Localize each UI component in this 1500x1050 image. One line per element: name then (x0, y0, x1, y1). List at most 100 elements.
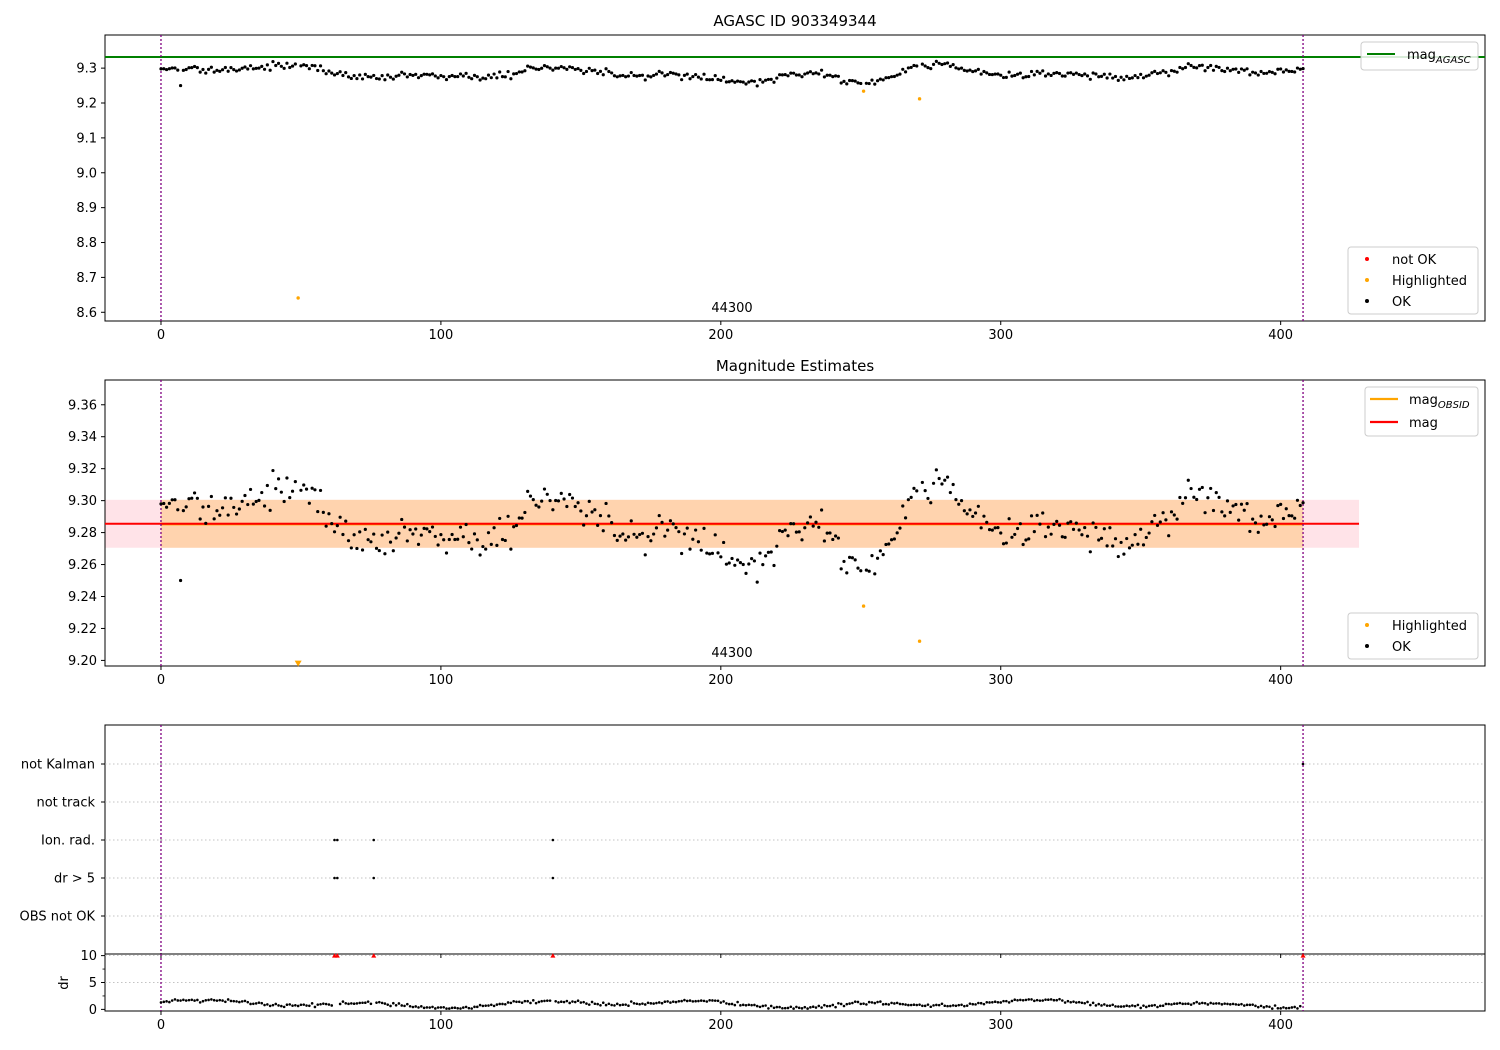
ok-point (540, 499, 544, 503)
ok-point (747, 80, 751, 84)
ok-point (999, 73, 1003, 77)
ok-point (187, 66, 191, 70)
legend-point-status: not OK Highlighted OK (1347, 246, 1479, 315)
ok-point (987, 528, 992, 532)
dr-point (1002, 999, 1005, 1003)
ok-point (279, 64, 283, 68)
ok-point (414, 527, 418, 531)
ok-point (959, 66, 964, 70)
ok-point (624, 538, 628, 542)
ok-point (635, 535, 639, 539)
dr-point (1254, 1004, 1257, 1008)
ok-point (1290, 514, 1294, 518)
dr-point (207, 998, 210, 1002)
ok-point (945, 475, 950, 479)
dr-point (1091, 1001, 1095, 1005)
ok-point (808, 515, 812, 519)
ok-point (1181, 501, 1185, 505)
ok-point (366, 75, 370, 79)
dr-point (266, 1003, 269, 1006)
ok-point (209, 494, 213, 499)
ok-point (1267, 70, 1272, 74)
dr-point (210, 998, 213, 1001)
ok-point (702, 72, 706, 76)
dr-point (688, 999, 692, 1002)
dr-point (263, 1003, 266, 1007)
clipped-dr-marker (550, 953, 556, 958)
ok-point (517, 516, 521, 520)
ok-point (523, 510, 527, 515)
ok-point (327, 512, 331, 516)
ok-point (607, 69, 611, 74)
ok-point (523, 69, 527, 73)
ok-point (724, 80, 729, 84)
dr-point (294, 1003, 297, 1007)
ok-point (973, 69, 978, 73)
dr-point (1030, 998, 1033, 1001)
ok-point (694, 528, 698, 532)
dr-point (470, 1007, 473, 1010)
dr-point (733, 1003, 737, 1007)
y-tick-label: 9.22 (68, 622, 97, 637)
ok-point (1094, 525, 1098, 530)
y-category-label: not Kalman (21, 758, 95, 773)
ok-point (937, 476, 941, 481)
dr-point (904, 1003, 907, 1006)
ok-point (1105, 544, 1109, 548)
ok-point (621, 73, 625, 78)
ok-point (985, 71, 989, 75)
ok-point (615, 75, 619, 79)
dr-point (341, 1000, 345, 1003)
ok-point (590, 69, 594, 73)
ok-point (223, 65, 227, 70)
ok-point (1265, 71, 1269, 75)
panel-dr: dr 0 100 200 300 400 0 5 10 (57, 949, 1486, 1033)
ok-point (923, 489, 927, 493)
ok-point (1223, 514, 1227, 518)
ok-point (847, 78, 852, 83)
dr-point (179, 999, 182, 1002)
ok-point (1024, 75, 1028, 79)
x-tick-label: 200 (708, 673, 733, 688)
dr-point (1262, 1006, 1266, 1009)
ok-point (1225, 66, 1230, 70)
ok-point (400, 517, 404, 522)
dr-point (694, 999, 697, 1003)
ok-point (1055, 519, 1059, 523)
ok-point (324, 524, 328, 528)
y-category-label: Ion. rad. (41, 834, 95, 849)
ok-point (1167, 534, 1171, 538)
ok-point (321, 510, 325, 514)
dr-point (347, 1002, 350, 1006)
ok-point (223, 496, 227, 500)
dr-point (439, 1006, 443, 1009)
ok-point (1223, 69, 1227, 74)
dr-point (750, 1003, 753, 1007)
y-tick-label: 9.32 (68, 462, 97, 477)
ok-point (512, 72, 516, 76)
dr-point (187, 998, 191, 1002)
ok-point (332, 530, 337, 534)
ok-point (713, 73, 717, 78)
ok-point (596, 523, 600, 527)
dr-point (1298, 1004, 1302, 1008)
ok-point (1007, 517, 1011, 521)
ok-point (470, 547, 474, 551)
ok-point (271, 59, 275, 64)
ok-point (792, 522, 796, 526)
dr-point (711, 999, 714, 1002)
ok-point (1279, 67, 1283, 71)
ok-point (817, 72, 821, 76)
ok-point (1265, 522, 1269, 526)
ok-point (898, 526, 902, 530)
ok-point (229, 66, 233, 70)
dr-point (610, 1003, 613, 1007)
ok-point (895, 73, 899, 77)
ok-point (772, 563, 776, 568)
ok-point (316, 509, 320, 514)
dr-point (445, 1007, 448, 1010)
ok-point (926, 66, 930, 70)
ok-point (819, 68, 824, 72)
dr-point (1142, 1004, 1145, 1007)
panel-agasc-magnitude: AGASC ID 903349344 0 100 200 300 400 8.6 8.7 8.… (76, 12, 1486, 343)
